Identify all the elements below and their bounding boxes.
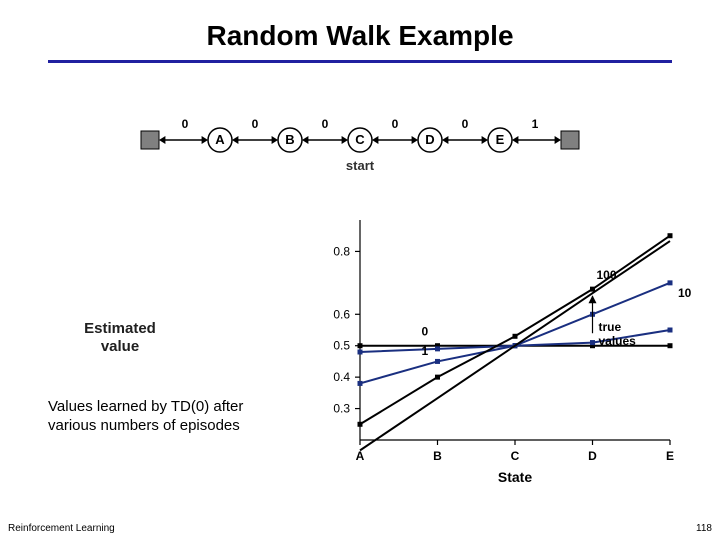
svg-text:values: values [599, 334, 637, 348]
svg-text:10: 10 [678, 286, 692, 300]
svg-text:D: D [588, 449, 597, 463]
svg-text:0.4: 0.4 [333, 370, 350, 384]
page-title: Random Walk Example [0, 20, 720, 52]
svg-text:A: A [215, 132, 225, 147]
svg-text:E: E [666, 449, 674, 463]
svg-text:0: 0 [182, 117, 189, 131]
svg-text:0: 0 [322, 117, 329, 131]
chart-ylabel-line2: value [101, 338, 139, 355]
svg-text:1: 1 [532, 117, 539, 131]
svg-text:A: A [356, 449, 365, 463]
svg-text:start: start [346, 158, 375, 173]
caption: Values learned by TD(0) after various nu… [48, 398, 288, 436]
random-walk-diagram: 0 0 0 0 0 1 A B Cstart D E [120, 110, 620, 190]
title-rule [48, 60, 672, 63]
svg-text:0: 0 [462, 117, 469, 131]
svg-text:C: C [355, 132, 365, 147]
svg-text:B: B [433, 449, 442, 463]
svg-text:true: true [599, 320, 622, 334]
svg-text:0.8: 0.8 [333, 244, 350, 258]
svg-text:E: E [496, 132, 505, 147]
svg-text:State: State [498, 469, 532, 485]
page-number: 118 [696, 523, 712, 534]
chart-ylabel: Estimated value [70, 320, 170, 356]
chart-ylabel-line1: Estimated [84, 320, 156, 337]
svg-text:0: 0 [422, 325, 429, 339]
svg-text:0.6: 0.6 [333, 307, 350, 321]
svg-text:D: D [425, 132, 434, 147]
svg-text:0.3: 0.3 [333, 402, 350, 416]
svg-text:0: 0 [252, 117, 259, 131]
svg-text:0.5: 0.5 [333, 339, 350, 353]
footer-left: Reinforcement Learning [8, 523, 115, 534]
svg-text:1: 1 [422, 344, 429, 358]
svg-text:0: 0 [392, 117, 399, 131]
svg-text:C: C [511, 449, 520, 463]
value-chart: 0.30.40.50.60.8ABCDEState0110100truevalu… [300, 210, 700, 490]
svg-text:B: B [285, 132, 294, 147]
